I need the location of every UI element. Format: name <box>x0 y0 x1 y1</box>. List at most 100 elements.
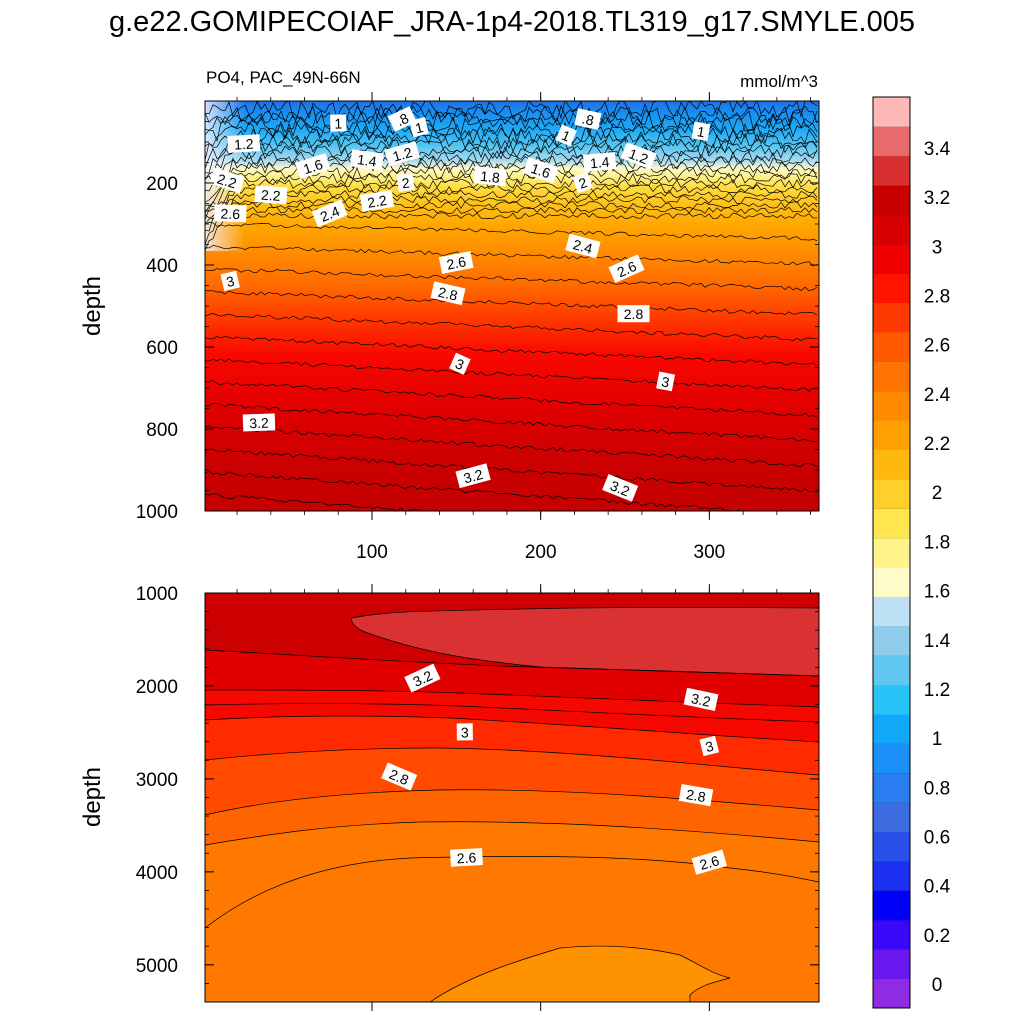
contour-label: 1.4 <box>582 152 617 172</box>
contour-label-text: 1.2 <box>234 136 254 153</box>
contour-label-text: 2.8 <box>437 284 460 304</box>
colorbar-frame <box>872 96 911 1009</box>
colorbar-label: 1.8 <box>924 532 950 553</box>
contour-label: 2.8 <box>430 281 466 306</box>
contour-line <box>205 335 818 367</box>
contour-line <box>205 101 818 120</box>
colorbar-swatch <box>873 714 910 744</box>
y-tick-label: 400 <box>146 256 178 277</box>
colorbar-swatch <box>873 978 910 1009</box>
contour-label-text: 1.4 <box>356 151 378 170</box>
upper-panel-subtitle: PO4, PAC_49N-66N <box>206 68 361 87</box>
colorbar-swatch <box>873 97 910 127</box>
y-tick-label: 2000 <box>136 677 178 698</box>
contour-line <box>205 379 818 418</box>
contour-label-text: 1.2 <box>391 144 414 165</box>
lower-panel-axes: 1000 2000 3000 4000 5000 <box>136 584 819 1011</box>
contour-label: 3.2 <box>404 663 441 693</box>
x-tick-label: 300 <box>694 542 726 563</box>
contour-label: 2.2 <box>359 190 395 212</box>
colorbar-label: 2.6 <box>924 336 950 357</box>
contour-label-box <box>582 152 617 172</box>
contour-label: 2.8 <box>678 783 714 807</box>
contour-label-box <box>456 723 473 741</box>
figure-title: g.e22.GOMIPECOIAF_JRA-1p4-2018.TL319_g17… <box>109 6 915 38</box>
colorbar-swatch <box>873 185 910 215</box>
contour-label-box <box>572 171 594 194</box>
contour-label-text: 1 <box>413 119 425 136</box>
colorbar-label: 1 <box>932 729 943 750</box>
contour-line <box>205 747 819 776</box>
contour-line <box>205 195 818 251</box>
contour-label-text: 3 <box>660 373 671 390</box>
contour-label: 2.4 <box>565 233 601 259</box>
contour-label: 3.2 <box>242 413 276 432</box>
contour-label: .8 <box>574 108 602 130</box>
contour-line <box>205 358 818 392</box>
contour-label-text: 1.6 <box>529 160 553 182</box>
contour-label-box <box>404 663 441 693</box>
contour-line <box>205 789 819 816</box>
contour-line <box>205 689 819 708</box>
contour-line <box>205 821 819 846</box>
contour-label-text: 2 <box>401 175 411 192</box>
contour-label-box <box>691 121 711 142</box>
colorbar-swatch <box>873 919 910 950</box>
contour-label-box <box>384 141 420 167</box>
contour-label: 3 <box>656 371 676 392</box>
contour-label-box <box>359 190 395 212</box>
contour-line <box>205 703 819 723</box>
x-tick-label: 100 <box>356 542 388 563</box>
contour-label: 1.2 <box>384 141 420 167</box>
y-tick-label: 200 <box>146 174 178 195</box>
contour-label-text: 3.2 <box>462 466 485 487</box>
colorbar-swatch <box>873 655 910 686</box>
contour-label: 1.6 <box>522 156 559 184</box>
contour-label: 2.6 <box>214 204 247 223</box>
contour-line <box>205 127 818 161</box>
contour-label-box <box>430 281 466 306</box>
colorbar-label: 2.2 <box>924 434 950 455</box>
colorbar-swatch <box>873 449 910 480</box>
contour-label-text: 2.6 <box>220 205 240 222</box>
y-tick-label: 3000 <box>136 770 178 791</box>
contour-label: 1.2 <box>227 134 261 153</box>
contour-label-text: 3 <box>704 738 716 755</box>
contour-label: 2.2 <box>209 167 245 194</box>
contour-label: .8 <box>387 106 417 132</box>
colorbar-swatch <box>873 420 910 451</box>
colorbar-label: 2.8 <box>924 287 950 308</box>
contour-label-text: 2.2 <box>261 187 282 204</box>
contour-label-box <box>455 463 491 489</box>
contour-label: 3 <box>456 723 473 741</box>
contour-label-text: 3 <box>461 724 469 740</box>
contour-line <box>205 715 819 743</box>
contour-label-text: 2.4 <box>571 236 594 257</box>
lower-panel-field: 3.2 3.2 3 3 2.8 2.8 2.6 2.6 <box>205 593 819 1002</box>
contour-label-box <box>683 687 719 712</box>
lower-panel-contour-lines <box>205 649 819 929</box>
contour-line <box>205 184 818 232</box>
contour-line <box>205 290 818 316</box>
colorbar-swatch <box>873 949 910 980</box>
upper-panel-ylabel: depth <box>79 276 106 336</box>
colorbar-swatch <box>873 243 910 274</box>
contour-line <box>205 245 818 267</box>
contour-label-box <box>438 251 474 274</box>
contour-label-text: 1 <box>696 123 707 140</box>
contour-line <box>205 115 818 143</box>
contour-line <box>205 212 818 220</box>
colorbar-swatch <box>873 155 910 186</box>
contour-label-text: 2.6 <box>456 849 476 866</box>
contour-label-text: 1.4 <box>589 154 610 172</box>
contour-label-box <box>295 153 331 180</box>
y-tick-label: 4000 <box>136 863 178 884</box>
contour-label-text: 2.6 <box>698 852 721 873</box>
contour-label-text: 2.8 <box>387 766 411 788</box>
contour-label-box <box>565 233 601 259</box>
contour-label-text: 2.6 <box>615 258 639 281</box>
contour-line <box>205 221 818 241</box>
colorbar-label: 2 <box>932 483 943 504</box>
contour-label-box <box>214 204 247 223</box>
contour-line <box>205 313 817 342</box>
